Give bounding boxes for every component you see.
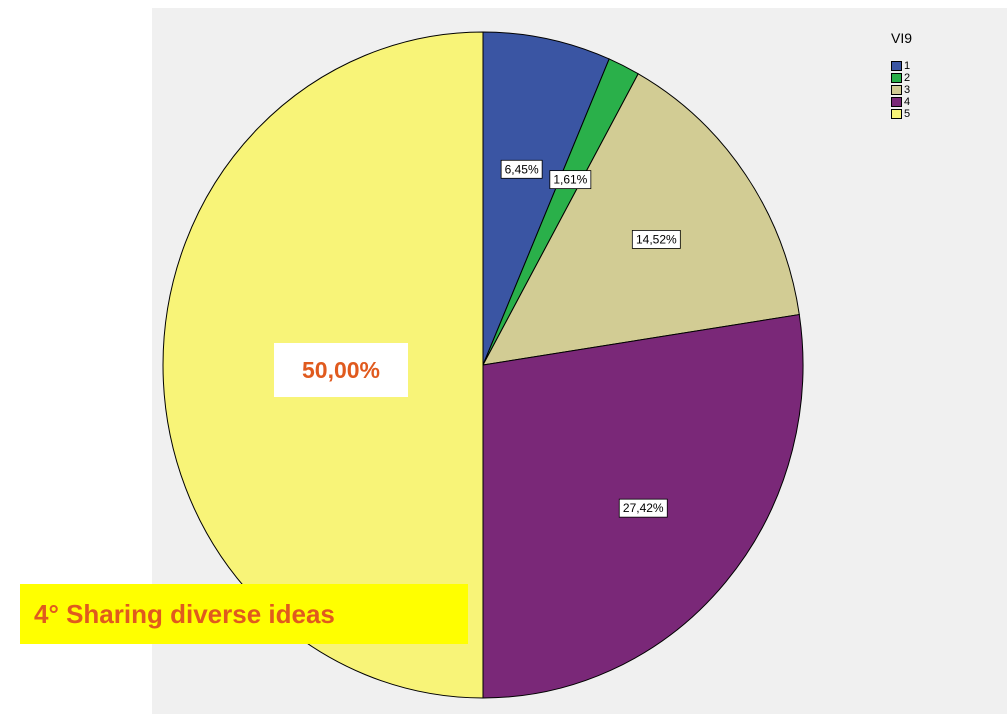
legend-item-2: 2 <box>891 72 910 84</box>
legend-label-3: 3 <box>904 84 911 96</box>
legend-swatch-3 <box>891 85 902 96</box>
caption-banner: 4° Sharing diverse ideas <box>20 584 468 644</box>
pie-slice-1 <box>482 31 610 366</box>
legend-label-1: 1 <box>904 60 911 72</box>
legend-label-2: 2 <box>904 72 911 84</box>
legend-label-4: 4 <box>904 96 911 108</box>
caption-text: 4° Sharing diverse ideas <box>34 598 335 629</box>
slice-label-5-highlight: 50,00% <box>274 343 408 397</box>
svg-text:1,61%: 1,61% <box>553 173 587 187</box>
legend-swatch-4 <box>891 97 902 108</box>
pie-slice-3 <box>482 73 800 366</box>
legend-item-4: 4 <box>891 96 910 108</box>
legend-title: VI9 <box>891 30 913 46</box>
slice-label-1: 6,45% <box>500 159 543 179</box>
legend-item-3: 3 <box>891 84 910 96</box>
legend-label-5: 5 <box>904 108 911 120</box>
legend-item-5: 5 <box>891 108 910 120</box>
legend-item-1: 1 <box>891 60 910 72</box>
legend-swatch-1 <box>891 61 902 72</box>
legend-swatch-5 <box>891 109 902 120</box>
slice-label-3: 14,52% <box>631 230 681 249</box>
svg-text:6,45%: 6,45% <box>505 162 539 176</box>
slice-label-2: 1,61% <box>549 170 592 190</box>
legend-swatch-2 <box>891 73 902 84</box>
svg-text:14,52%: 14,52% <box>636 232 677 246</box>
svg-text:27,42%: 27,42% <box>623 501 664 515</box>
slice-label-4: 27,42% <box>618 498 668 518</box>
